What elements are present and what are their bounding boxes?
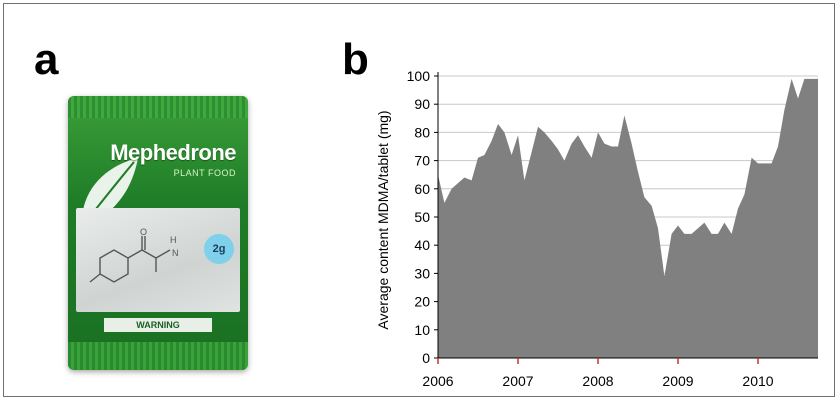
svg-text:H: H (170, 235, 177, 245)
y-tick-label: 80 (414, 124, 430, 140)
x-tick-label: 2008 (582, 373, 613, 389)
x-tick-labels: 2006 2007 2008 2009 2010 (422, 373, 773, 389)
y-tick-labels: 0 10 20 30 40 50 60 70 80 90 100 (407, 68, 431, 366)
package-subtitle: PLANT FOOD (173, 168, 236, 178)
package-weight-badge: 2g (204, 234, 234, 264)
y-tick-label: 30 (414, 265, 430, 281)
panel-label-a: a (34, 35, 59, 84)
y-tick-label: 100 (407, 68, 431, 84)
package-top-seal (68, 96, 248, 118)
x-tick-label: 2009 (662, 373, 693, 389)
molecule-structure-icon: O H N (89, 228, 179, 283)
y-tick-label: 10 (414, 322, 430, 338)
svg-text:O: O (140, 228, 147, 237)
x-tick-label: 2006 (422, 373, 453, 389)
y-axis-title: Average content MDMA/tablet (mg) (375, 110, 391, 329)
package-bag: Mephedrone PLANT FOOD O H N 2g WARNING (68, 96, 248, 370)
panel-label-b: b (342, 35, 369, 84)
y-tick-label: 20 (414, 294, 430, 310)
product-package-image: Mephedrone PLANT FOOD O H N 2g WARNING (24, 96, 294, 372)
x-tick-label: 2010 (742, 373, 773, 389)
area-series (438, 78, 818, 358)
y-tick-label: 90 (414, 96, 430, 112)
y-tick-label: 60 (414, 181, 430, 197)
svg-text:N: N (172, 248, 179, 258)
y-tick-label: 0 (422, 350, 430, 366)
y-tick-label: 50 (414, 209, 430, 225)
axes (434, 72, 818, 364)
package-bottom-seal (68, 342, 248, 370)
y-tick-label: 70 (414, 153, 430, 169)
package-warning-label: WARNING (104, 318, 212, 332)
package-brand: Mephedrone (110, 140, 236, 165)
x-tick-label: 2007 (502, 373, 533, 389)
y-tick-label: 40 (414, 237, 430, 253)
